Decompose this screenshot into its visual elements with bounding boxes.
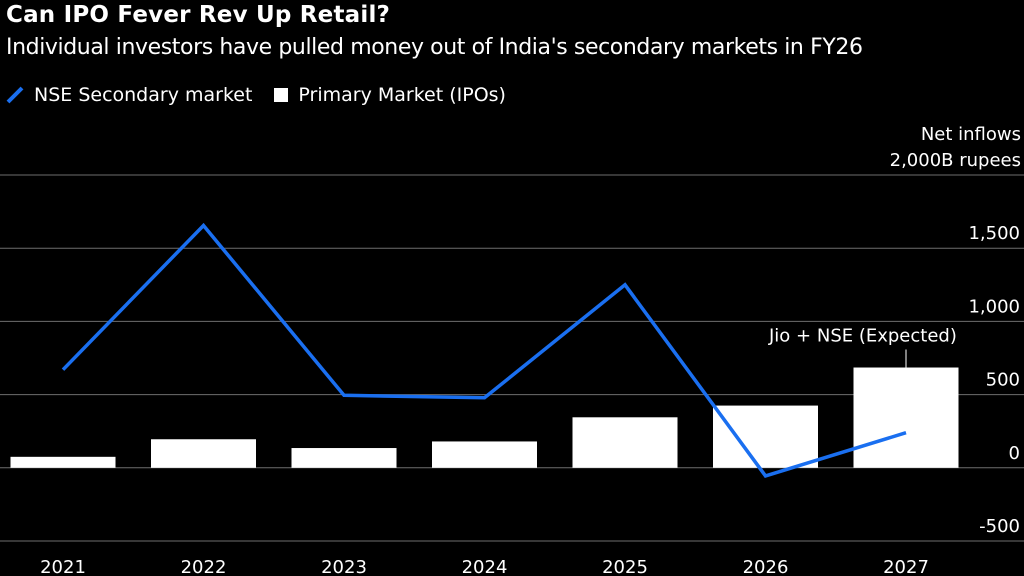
legend-label-primary: Primary Market (IPOs) [298,84,506,106]
units-line-2: 2,000B rupees [889,150,1021,171]
bar-primary-market [10,456,116,468]
bar-primary-market [432,441,537,468]
x-tick-label: 2024 [462,557,508,576]
legend: NSE Secondary market Primary Market (IPO… [6,84,528,106]
x-tick-label: 2022 [181,557,227,576]
chart-subtitle: Individual investors have pulled money o… [6,35,863,60]
x-tick-label: 2025 [602,557,648,576]
x-tick-label: 2027 [883,557,929,576]
x-tick-label: 2021 [40,557,86,576]
units-line-1: Net inflows [920,124,1021,145]
box-swatch-icon [274,88,289,102]
chart-title: Can IPO Fever Rev Up Retail? [6,2,391,28]
y-tick-label: 1,500 [968,223,1020,244]
annotation-label: Jio + NSE (Expected) [768,326,957,347]
y-tick-label: 0 [1009,443,1020,464]
bar-primary-market [853,367,959,468]
y-tick-label: -500 [979,516,1020,537]
bar-primary-market [291,448,397,468]
legend-item-primary: Primary Market (IPOs) [274,84,506,106]
x-tick-label: 2023 [321,557,367,576]
y-tick-label: 500 [986,370,1020,391]
bar-primary-market [151,439,256,468]
y-tick-label: 1,000 [968,296,1020,317]
x-tick-label: 2026 [743,557,789,576]
y-axis-units: Net inflows 2,000B rupees [890,122,1021,174]
bar-primary-market [572,417,678,468]
legend-item-secondary: NSE Secondary market [6,84,252,106]
line-swatch-icon [6,86,24,104]
bar-primary-market [713,405,818,468]
legend-label-secondary: NSE Secondary market [34,84,253,106]
